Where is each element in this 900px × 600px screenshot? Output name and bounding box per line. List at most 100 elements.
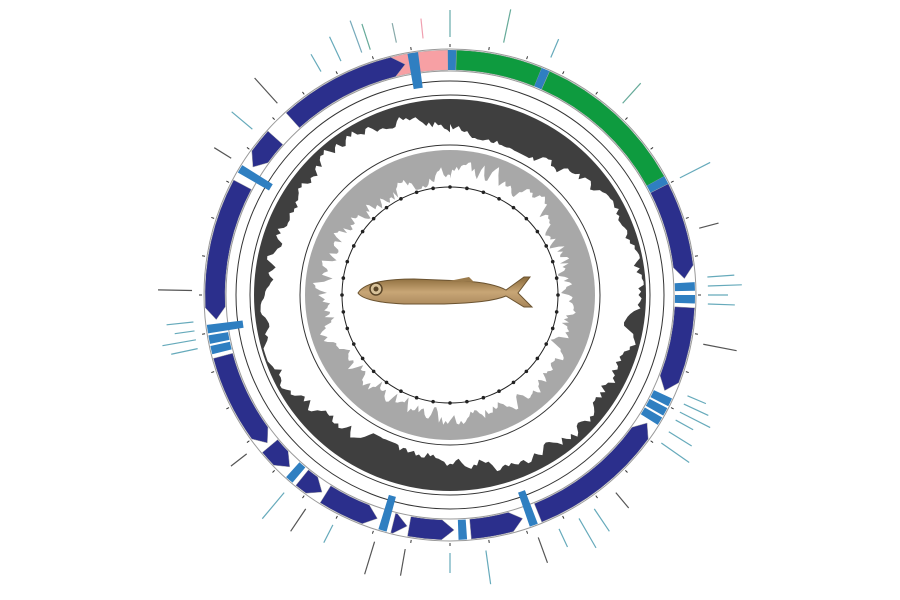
scale-tick <box>246 147 250 150</box>
trna-feature <box>210 341 232 355</box>
scale-tick <box>650 147 654 150</box>
scale-dot <box>345 259 350 264</box>
scale-tick <box>625 470 628 473</box>
scale-dot <box>414 395 419 400</box>
protein-coding-feature <box>469 512 524 540</box>
gene-feature-ring <box>199 44 701 546</box>
variant-tick <box>707 274 735 278</box>
variant-tick <box>158 289 193 292</box>
scale-tick <box>371 530 374 534</box>
scale-tick <box>302 495 305 499</box>
scale-tick <box>226 180 230 183</box>
protein-coding-feature <box>650 183 694 280</box>
scale-dot <box>544 244 549 248</box>
scale-tick <box>526 56 529 60</box>
scale-dot <box>465 186 469 191</box>
trna-feature <box>237 165 273 191</box>
scale-tick <box>211 371 215 374</box>
trna-feature <box>645 398 668 416</box>
variant-tick <box>558 528 569 548</box>
variant-tick <box>174 330 195 335</box>
trna-feature <box>646 176 669 193</box>
scale-tick <box>562 515 565 519</box>
variant-tick <box>399 548 406 576</box>
variant-tick <box>707 303 735 306</box>
scale-tick <box>335 515 338 519</box>
scale-tick <box>211 216 215 219</box>
scale-tick <box>625 117 628 120</box>
variant-tick <box>230 453 248 467</box>
scale-tick <box>335 71 338 75</box>
variant-tick <box>615 492 630 509</box>
scale-tick <box>526 530 529 534</box>
protein-coding-feature <box>533 422 649 523</box>
scale-tick <box>670 180 674 183</box>
trna-feature <box>640 407 663 425</box>
trna-feature <box>378 494 396 532</box>
variant-tick <box>707 284 742 287</box>
scale-tick <box>371 56 374 60</box>
variant-tick <box>162 339 197 347</box>
variant-tick <box>231 111 253 130</box>
variant-tick <box>679 161 711 179</box>
trna-feature <box>650 390 673 407</box>
scale-dot <box>524 216 529 221</box>
variant-tick <box>349 20 363 53</box>
scale-dot <box>431 186 435 191</box>
scale-tick <box>562 71 565 75</box>
variant-tick <box>679 411 711 429</box>
scale-dot <box>497 389 501 394</box>
scale-dot <box>399 389 403 394</box>
scale-tick <box>650 440 654 443</box>
trna-feature <box>206 320 244 334</box>
protein-coding-feature <box>319 485 378 524</box>
scale-dot <box>340 293 344 297</box>
trna-feature <box>457 519 468 540</box>
variant-tick-marks <box>158 9 742 585</box>
scale-tick <box>685 216 689 219</box>
inner-ring-outline <box>225 70 675 520</box>
scale-dot <box>351 244 356 248</box>
protein-coding-feature <box>407 516 455 541</box>
variant-tick <box>578 518 597 549</box>
variant-tick <box>364 541 376 575</box>
protein-coding-feature <box>285 57 406 129</box>
scale-tick <box>246 440 250 443</box>
scale-dot <box>341 276 346 280</box>
scale-tick <box>685 371 689 374</box>
scale-dot <box>481 190 486 195</box>
variant-tick <box>485 550 492 585</box>
scale-dot <box>351 342 356 346</box>
outer-ring-outline <box>203 48 697 542</box>
protein-coding-feature <box>213 352 269 444</box>
scale-tick <box>595 91 598 95</box>
scale-dot <box>550 326 555 331</box>
variant-tick <box>166 321 194 326</box>
trna-feature <box>518 490 538 527</box>
scale-tick <box>670 407 674 410</box>
variant-tick <box>213 147 232 159</box>
scale-dot <box>556 293 560 297</box>
scale-dot <box>360 356 365 361</box>
scale-dot <box>554 276 559 280</box>
protein-coding-feature <box>251 130 284 168</box>
variant-tick <box>391 22 397 43</box>
variant-tick <box>290 508 307 532</box>
variant-tick <box>687 395 707 405</box>
scale-tick <box>302 91 305 95</box>
scale-dot <box>481 395 486 400</box>
skew-outer-circle <box>249 94 651 496</box>
scale-dot <box>384 205 389 210</box>
scale-dot <box>448 185 452 189</box>
scale-dot <box>465 399 469 404</box>
scale-dot <box>535 356 540 361</box>
variant-tick <box>537 537 549 564</box>
scale-dot <box>371 369 376 374</box>
variant-tick <box>550 38 560 58</box>
protein-coding-feature <box>204 179 252 320</box>
scale-dot <box>345 326 350 331</box>
variant-tick <box>660 442 690 463</box>
trna-feature <box>407 52 423 90</box>
scale-dot <box>511 380 516 385</box>
